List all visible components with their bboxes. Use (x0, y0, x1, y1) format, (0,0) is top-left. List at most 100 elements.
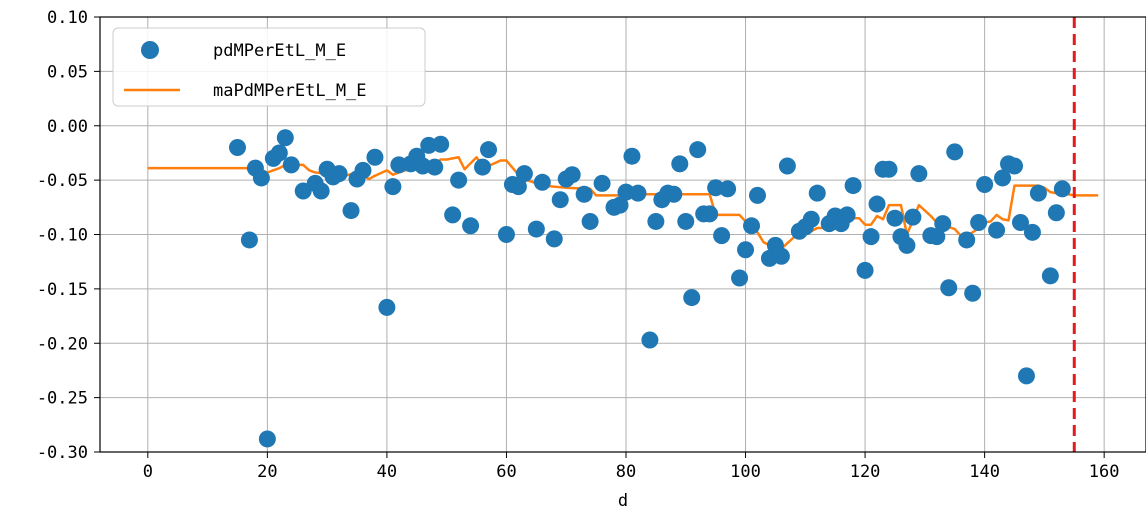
scatter-point (928, 228, 946, 246)
scatter-point (647, 212, 665, 230)
scatter-point (904, 208, 922, 226)
scatter-point (1041, 267, 1059, 285)
scatter-point (713, 227, 731, 245)
scatter-point (354, 161, 372, 179)
scatter-point (342, 202, 360, 220)
scatter-point (1053, 180, 1071, 198)
scatter-point (677, 212, 695, 230)
scatter-point (497, 226, 515, 243)
scatter-point (886, 209, 904, 227)
scatter-point (515, 165, 533, 183)
x-tick-label: 20 (257, 462, 277, 482)
scatter-point (378, 298, 396, 316)
y-tick-label: -0.25 (37, 389, 88, 409)
scatter-point (719, 180, 737, 198)
scatter-point (910, 165, 928, 183)
scatter-point (862, 228, 880, 246)
scatter-point (743, 217, 761, 235)
scatter-point (701, 205, 719, 223)
scatter-point (384, 178, 402, 196)
y-tick-label: -0.05 (37, 171, 88, 191)
scatter-point (737, 241, 755, 259)
scatter-point (426, 158, 444, 176)
scatter-series (228, 129, 1071, 448)
legend-label-line: maPdMPerEtL_M_E (213, 81, 367, 101)
scatter-point (970, 214, 988, 232)
scatter-point (946, 143, 964, 161)
scatter-point (240, 231, 258, 249)
scatter-point (665, 185, 683, 203)
scatter-point (778, 157, 796, 175)
scatter-point (480, 141, 498, 159)
scatter-point (838, 206, 856, 224)
legend-box (112, 27, 426, 107)
scatter-point (994, 169, 1012, 187)
x-tick-label: 120 (850, 462, 881, 482)
scatter-point (551, 191, 569, 209)
axis-ticks: 0 20 40 60 80 100 120 140 160 -0.30 -0.25 -0.20 -0.1… (37, 8, 1120, 482)
scatter-point (988, 221, 1006, 239)
x-axis-label: d (618, 491, 628, 511)
scatter-point (611, 196, 629, 214)
scatter-point (270, 144, 288, 162)
scatter-point (1011, 214, 1029, 232)
scatter-point (880, 160, 898, 178)
scatter-point (252, 169, 270, 187)
y-tick-label: 0.05 (47, 62, 88, 82)
y-tick-label: 0.10 (47, 8, 88, 28)
scatter-point (545, 230, 563, 248)
scatter-point (844, 177, 862, 195)
y-tick-label: -0.10 (37, 226, 88, 246)
scatter-point (258, 430, 276, 448)
scatter-point (450, 171, 468, 189)
scatter-point (432, 135, 450, 153)
x-tick-label: 40 (377, 462, 397, 482)
scatter-point (581, 212, 599, 230)
y-tick-label: -0.20 (37, 334, 88, 354)
scatter-point (563, 166, 581, 184)
scatter-point (575, 185, 593, 203)
scatter-point (444, 206, 462, 224)
scatter-point (772, 247, 790, 265)
scatter-point (1029, 184, 1047, 202)
scatter-point (593, 174, 611, 192)
x-tick-label: 0 (143, 462, 153, 482)
scatter-point (1017, 367, 1035, 385)
scatter-point (748, 186, 766, 204)
scatter-point (940, 279, 958, 297)
scatter-point (474, 158, 492, 176)
y-tick-label: -0.15 (37, 280, 88, 300)
scatter-point (527, 220, 545, 238)
x-tick-label: 80 (616, 462, 636, 482)
legend-scatter-marker (141, 41, 159, 59)
scatter-point (1047, 204, 1065, 222)
scatter-point (934, 215, 952, 233)
scatter-point (312, 182, 330, 200)
scatter-point (1006, 157, 1024, 175)
scatter-point (958, 231, 976, 249)
scatter-point (731, 269, 749, 287)
scatter-point (856, 261, 874, 279)
scatter-point (330, 165, 348, 183)
y-tick-label: 0.00 (47, 117, 88, 137)
scatter-point (689, 141, 707, 159)
scatter-point (1023, 223, 1041, 241)
scatter-point (683, 289, 701, 307)
x-tick-label: 160 (1089, 462, 1120, 482)
legend-label-scatter: pdMPerEtL_M_E (213, 41, 346, 61)
scatter-point (671, 155, 689, 173)
legend: pdMPerEtL_M_E maPdMPerEtL_M_E (112, 27, 426, 107)
scatter-point (276, 129, 294, 147)
scatter-point (282, 156, 300, 174)
scatter-point (228, 139, 246, 156)
x-tick-label: 100 (730, 462, 761, 482)
y-tick-label: -0.30 (37, 443, 88, 463)
scatter-point (366, 148, 384, 166)
x-tick-label: 60 (496, 462, 516, 482)
scatter-point (976, 175, 994, 193)
scatter-point (868, 195, 886, 213)
scatter-point (623, 147, 641, 165)
scatter-point (964, 284, 982, 302)
scatter-point (509, 178, 527, 196)
